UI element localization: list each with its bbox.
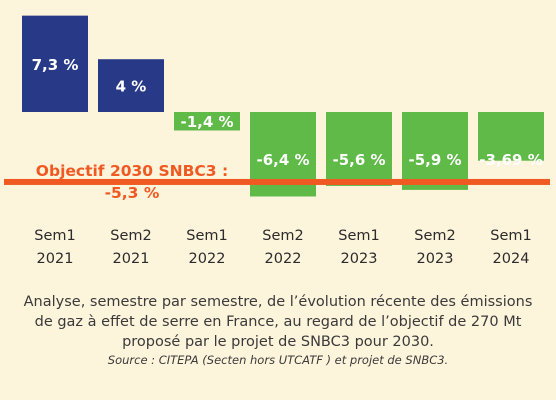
caption-line-2: de gaz à effet de serre en France, au re… xyxy=(34,314,522,330)
bar-5 xyxy=(402,112,468,190)
objective-label-line-1: Objectif 2030 SNBC3 : xyxy=(36,162,228,180)
emissions-bar-chart: 7,3 % 4 % -1,4 % -6,4 % -5,6 % -5,9 % -3,69 % O… xyxy=(4,15,550,267)
bar-1 xyxy=(98,59,164,112)
category-label-1-period: Sem2 xyxy=(110,228,151,244)
category-label-3-period: Sem2 xyxy=(262,228,303,244)
objective-line xyxy=(4,178,550,185)
bar-value-label-5: -5,9 % xyxy=(408,151,461,169)
category-label-3-year: 2022 xyxy=(265,251,302,267)
bar-value-label-2: -1,4 % xyxy=(180,113,233,131)
category-label-5-period: Sem2 xyxy=(414,228,455,244)
caption-line-1: Analyse, semestre par semestre, de l’évo… xyxy=(23,294,533,310)
bar-value-label-3: -6,4 % xyxy=(256,151,309,169)
category-label-6-year: 2024 xyxy=(493,251,530,267)
objective-label-line-2: -5,3 % xyxy=(105,184,160,202)
caption-line-3: proposé par le projet de SNBC3 pour 2030… xyxy=(122,334,434,350)
bar-0 xyxy=(22,15,88,113)
category-label-4-period: Sem1 xyxy=(338,228,379,244)
category-label-0-year: 2021 xyxy=(37,251,74,267)
bar-6 xyxy=(478,112,544,161)
bar-value-label-4: -5,6 % xyxy=(332,151,385,169)
category-label-2-period: Sem1 xyxy=(186,228,227,244)
bar-2 xyxy=(174,112,240,131)
bar-4 xyxy=(326,112,392,186)
bar-value-label-6: -3,69 % xyxy=(479,151,543,169)
category-label-0-period: Sem1 xyxy=(34,228,75,244)
bar-value-label-0: 7,3 % xyxy=(32,56,79,74)
category-label-6-period: Sem1 xyxy=(490,228,531,244)
category-label-2-year: 2022 xyxy=(189,251,226,267)
bar-value-label-1: 4 % xyxy=(116,78,147,96)
chart-caption: Analyse, semestre par semestre, de l’évo… xyxy=(0,292,556,369)
category-label-5-year: 2023 xyxy=(417,251,454,267)
category-label-4-year: 2023 xyxy=(341,251,378,267)
caption-source: Source : CITEPA (Secten hors UTCATF ) et… xyxy=(107,353,449,367)
category-label-1-year: 2021 xyxy=(113,251,150,267)
